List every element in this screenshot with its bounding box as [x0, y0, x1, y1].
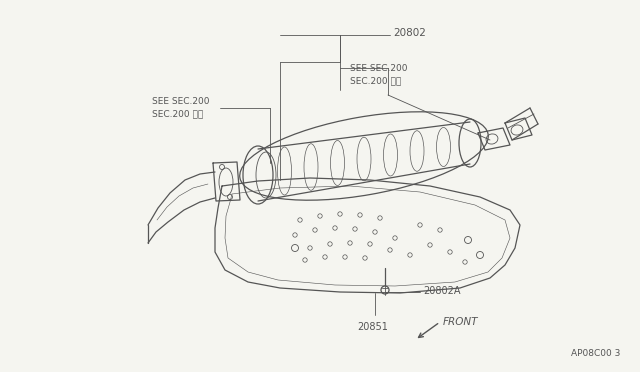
Text: 20802A: 20802A — [423, 286, 461, 296]
Text: AP08C00 3: AP08C00 3 — [571, 349, 620, 358]
Text: 20802: 20802 — [393, 28, 426, 38]
Text: SEE SEC.200
SEC.200 参照: SEE SEC.200 SEC.200 参照 — [350, 64, 408, 86]
Text: SEE SEC.200
SEC.200 参照: SEE SEC.200 SEC.200 参照 — [152, 97, 209, 119]
Text: 20851: 20851 — [357, 322, 388, 332]
Text: FRONT: FRONT — [443, 317, 479, 327]
